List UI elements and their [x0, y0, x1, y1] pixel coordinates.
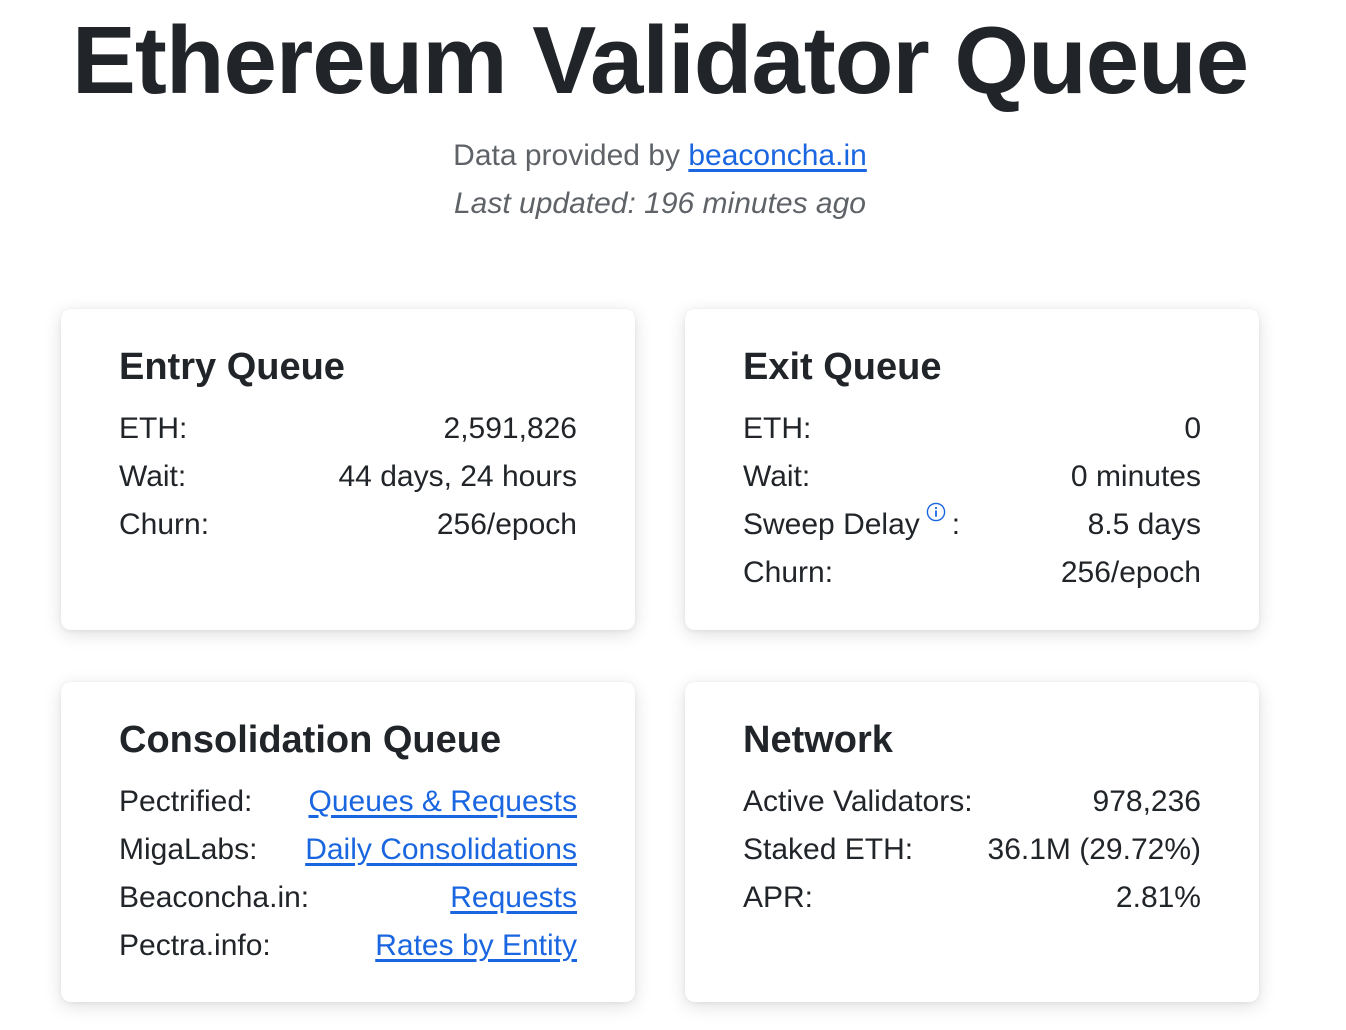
entry-wait-value: 44 days, 24 hours	[338, 460, 578, 493]
entry-wait-label: Wait:	[119, 460, 187, 493]
exit-queue-title: Exit Queue	[743, 346, 942, 388]
entry-eth-label: ETH:	[119, 412, 188, 445]
apr-row: APR: 2.81%	[743, 874, 1201, 922]
network-card: Network Active Validators: 978,236 Stake…	[685, 682, 1259, 1002]
exit-wait-value: 0 minutes	[1070, 460, 1201, 493]
daily-consolidations-link[interactable]: Daily Consolidations	[305, 833, 577, 866]
exit-churn-row: Churn: 256/epoch	[743, 549, 1201, 597]
exit-wait-row: Wait: 0 minutes	[743, 453, 1201, 501]
beaconchain-link[interactable]: beaconcha.in	[688, 139, 867, 172]
page-title: Ethereum Validator Queue	[71, 7, 1249, 114]
sweep-delay-value: 8.5 days	[1087, 508, 1201, 541]
consolidation-queue-title: Consolidation Queue	[119, 719, 502, 761]
consolidation-queue-card: Consolidation Queue Pectrified: Queues &…	[61, 682, 635, 1002]
sweep-delay-label-group: Sweep Delay :	[743, 501, 960, 549]
data-source-prefix: Data provided by	[453, 139, 680, 172]
exit-eth-row: ETH: 0	[743, 405, 1201, 453]
exit-wait-label: Wait:	[743, 460, 811, 493]
active-validators-value: 978,236	[1092, 785, 1201, 818]
beaconchain-label: Beaconcha.in:	[119, 881, 310, 914]
data-source-line: Data provided by beaconcha.in	[0, 138, 1320, 174]
entry-queue-card: Entry Queue ETH: 2,591,826 Wait: 44 days…	[61, 309, 635, 630]
entry-queue-title: Entry Queue	[119, 346, 345, 388]
queues-requests-link[interactable]: Queues & Requests	[308, 785, 578, 818]
sweep-delay-colon: :	[951, 508, 961, 541]
exit-churn-label: Churn:	[743, 556, 834, 589]
sweep-delay-label: Sweep Delay	[743, 508, 920, 541]
exit-queue-card: Exit Queue ETH: 0 Wait: 0 minutes Sweep …	[685, 309, 1259, 630]
entry-churn-value: 256/epoch	[436, 508, 577, 541]
entry-eth-row: ETH: 2,591,826	[119, 405, 577, 453]
exit-eth-label: ETH:	[743, 412, 812, 445]
info-circle-icon[interactable]	[926, 502, 946, 522]
rates-by-entity-link[interactable]: Rates by Entity	[375, 929, 577, 962]
exit-eth-value: 0	[1184, 412, 1201, 445]
pectrified-row: Pectrified: Queues & Requests	[119, 778, 577, 826]
entry-churn-row: Churn: 256/epoch	[119, 501, 577, 549]
pectrified-label: Pectrified:	[119, 785, 253, 818]
apr-value: 2.81%	[1115, 881, 1201, 914]
migalabs-label: MigaLabs:	[119, 833, 258, 866]
staked-eth-value: 36.1M (29.72%)	[987, 833, 1201, 866]
pectra-row: Pectra.info: Rates by Entity	[119, 922, 577, 970]
migalabs-row: MigaLabs: Daily Consolidations	[119, 826, 577, 874]
apr-label: APR:	[743, 881, 814, 914]
active-validators-row: Active Validators: 978,236	[743, 778, 1201, 826]
entry-wait-row: Wait: 44 days, 24 hours	[119, 453, 577, 501]
entry-churn-label: Churn:	[119, 508, 210, 541]
entry-eth-value: 2,591,826	[443, 412, 577, 445]
pectra-label: Pectra.info:	[119, 929, 271, 962]
requests-link[interactable]: Requests	[450, 881, 577, 914]
beaconchain-row: Beaconcha.in: Requests	[119, 874, 577, 922]
last-updated: Last updated: 196 minutes ago	[454, 187, 866, 220]
exit-churn-value: 256/epoch	[1060, 556, 1201, 589]
staked-eth-row: Staked ETH: 36.1M (29.72%)	[743, 826, 1201, 874]
exit-sweep-row: Sweep Delay : 8.5 days	[743, 501, 1201, 549]
staked-eth-label: Staked ETH:	[743, 833, 914, 866]
network-title: Network	[743, 719, 893, 761]
active-validators-label: Active Validators:	[743, 785, 973, 818]
